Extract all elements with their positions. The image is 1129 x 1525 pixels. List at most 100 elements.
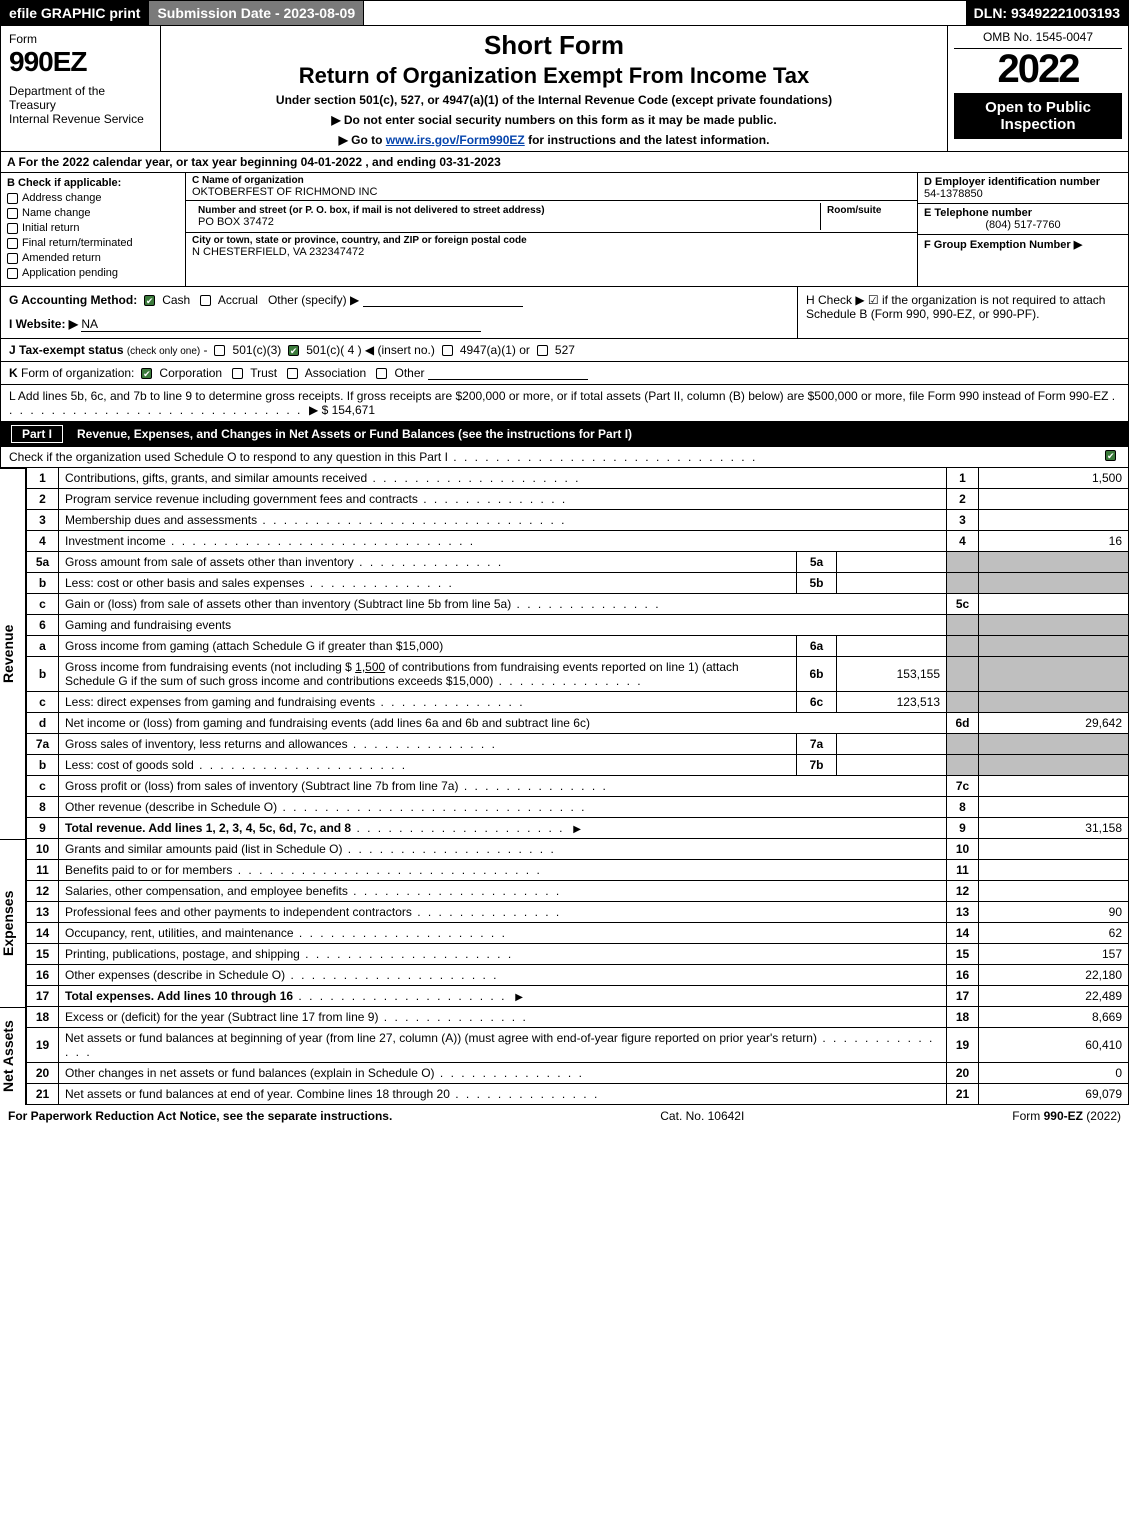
line-14: 14Occupancy, rent, utilities, and mainte… — [27, 923, 1129, 944]
chk-527[interactable] — [537, 345, 548, 356]
chk-association[interactable] — [287, 368, 298, 379]
h-text: H Check ▶ ☑ if the organization is not r… — [806, 293, 1105, 321]
line-17: 17Total expenses. Add lines 10 through 1… — [27, 986, 1129, 1007]
form-header: Form 990EZ Department of the Treasury In… — [0, 26, 1129, 152]
line-8: 8Other revenue (describe in Schedule O)8 — [27, 797, 1129, 818]
line-5b: bLess: cost or other basis and sales exp… — [27, 573, 1129, 594]
c-city-row: City or town, state or province, country… — [186, 233, 917, 260]
line-16: 16Other expenses (describe in Schedule O… — [27, 965, 1129, 986]
other-org-input[interactable] — [428, 368, 588, 380]
chk-final-return[interactable]: Final return/terminated — [7, 237, 179, 249]
line-10: 10Grants and similar amounts paid (list … — [27, 839, 1129, 860]
footer-right: Form 990-EZ (2022) — [1012, 1109, 1121, 1123]
checkbox-icon[interactable] — [7, 208, 18, 219]
checkbox-icon[interactable] — [7, 238, 18, 249]
section-c: C Name of organization OKTOBERFEST OF RI… — [186, 173, 918, 286]
other-specify-input[interactable] — [363, 295, 523, 307]
line-6a: aGross income from gaming (attach Schedu… — [27, 636, 1129, 657]
under-section: Under section 501(c), 527, or 4947(a)(1)… — [169, 93, 939, 107]
website-value: NA — [81, 317, 481, 332]
row-k: K Form of organization: Corporation Trus… — [0, 362, 1129, 385]
chk-initial-return[interactable]: Initial return — [7, 222, 179, 234]
dots-icon — [448, 450, 757, 464]
c-room-label: Room/suite — [827, 205, 905, 216]
checkbox-icon[interactable] — [7, 253, 18, 264]
line-6c: cLess: direct expenses from gaming and f… — [27, 692, 1129, 713]
expenses-section: Expenses 10Grants and similar amounts pa… — [0, 839, 1129, 1007]
g-line: G Accounting Method: Cash Accrual Other … — [9, 293, 789, 307]
header-right: OMB No. 1545-0047 2022 Open to Public In… — [948, 26, 1128, 151]
chk-corporation[interactable] — [141, 368, 152, 379]
row-l: L Add lines 5b, 6c, and 7b to line 9 to … — [0, 385, 1129, 422]
h-line: H Check ▶ ☑ if the organization is not r… — [798, 287, 1128, 338]
header-center: Short Form Return of Organization Exempt… — [161, 26, 948, 151]
chk-501c3[interactable] — [214, 345, 225, 356]
chk-501c[interactable] — [288, 345, 299, 356]
c-city-label: City or town, state or province, country… — [192, 235, 911, 246]
chk-name-change[interactable]: Name change — [7, 207, 179, 219]
revenue-table: 1Contributions, gifts, grants, and simil… — [26, 468, 1129, 839]
c-street-label: Number and street (or P. O. box, if mail… — [198, 205, 814, 216]
e-cell: E Telephone number (804) 517-7760 — [918, 204, 1128, 235]
chk-amended-return[interactable]: Amended return — [7, 252, 179, 264]
header-left: Form 990EZ Department of the Treasury In… — [1, 26, 161, 151]
line-7c: cGross profit or (loss) from sales of in… — [27, 776, 1129, 797]
return-title: Return of Organization Exempt From Incom… — [169, 63, 939, 89]
expenses-side-label: Expenses — [0, 839, 26, 1007]
chk-4947[interactable] — [442, 345, 453, 356]
form-number: 990EZ — [9, 46, 152, 78]
checkbox-icon[interactable] — [7, 268, 18, 279]
chk-other-org[interactable] — [376, 368, 387, 379]
c-name-label: C Name of organization — [192, 175, 911, 186]
line-1: 1Contributions, gifts, grants, and simil… — [27, 468, 1129, 489]
org-name: OKTOBERFEST OF RICHMOND INC — [192, 186, 911, 198]
part1-sub: Check if the organization used Schedule … — [0, 447, 1129, 468]
i-label: I Website: ▶ — [9, 317, 78, 331]
bc-grid: B Check if applicable: Address change Na… — [0, 173, 1129, 287]
e-label: E Telephone number — [924, 207, 1122, 219]
chk-accrual[interactable] — [200, 295, 211, 306]
d-label: D Employer identification number — [924, 176, 1122, 188]
part1-title: Revenue, Expenses, and Changes in Net As… — [77, 427, 632, 441]
l-value: ▶ $ 154,671 — [309, 403, 375, 417]
c-name-row: C Name of organization OKTOBERFEST OF RI… — [186, 173, 917, 201]
row-j: J Tax-exempt status (check only one) - 5… — [0, 339, 1129, 362]
checkbox-icon[interactable] — [7, 223, 18, 234]
chk-cash[interactable] — [144, 295, 155, 306]
line-3: 3Membership dues and assessments3 — [27, 510, 1129, 531]
part1-subtext: Check if the organization used Schedule … — [9, 450, 448, 464]
line-6: 6Gaming and fundraising events — [27, 615, 1129, 636]
chk-trust[interactable] — [232, 368, 243, 379]
do-not-enter: ▶ Do not enter social security numbers o… — [169, 113, 939, 127]
part1-label: Part I — [11, 425, 63, 443]
g-label: G Accounting Method: — [9, 293, 137, 307]
revenue-section: Revenue 1Contributions, gifts, grants, a… — [0, 468, 1129, 839]
netassets-section: Net Assets 18Excess or (deficit) for the… — [0, 1007, 1129, 1105]
short-form-title: Short Form — [169, 30, 939, 61]
line-6b: bGross income from fundraising events (n… — [27, 657, 1129, 692]
line-7a: 7aGross sales of inventory, less returns… — [27, 734, 1129, 755]
org-city: N CHESTERFIELD, VA 232347472 — [192, 246, 911, 258]
chk-schedule-o[interactable] — [1105, 450, 1116, 461]
checkbox-icon[interactable] — [7, 193, 18, 204]
chk-address-change[interactable]: Address change — [7, 192, 179, 204]
efile-label[interactable]: efile GRAPHIC print — [1, 1, 149, 25]
chk-application-pending[interactable]: Application pending — [7, 267, 179, 279]
line-20: 20Other changes in net assets or fund ba… — [27, 1063, 1129, 1084]
i-line: I Website: ▶ NA — [9, 317, 789, 332]
part1-header: Part I Revenue, Expenses, and Changes in… — [0, 422, 1129, 447]
f-cell: F Group Exemption Number ▶ — [918, 235, 1128, 254]
f-label: F Group Exemption Number ▶ — [924, 239, 1082, 251]
line-a: A For the 2022 calendar year, or tax yea… — [0, 152, 1129, 173]
netassets-side-label: Net Assets — [0, 1007, 26, 1105]
irs-link[interactable]: www.irs.gov/Form990EZ — [386, 133, 525, 147]
submission-date: Submission Date - 2023-08-09 — [149, 1, 364, 25]
netassets-table: 18Excess or (deficit) for the year (Subt… — [26, 1007, 1129, 1105]
c-street-row: Number and street (or P. O. box, if mail… — [186, 201, 917, 233]
row-gh: G Accounting Method: Cash Accrual Other … — [0, 287, 1129, 339]
line-4: 4Investment income416 — [27, 531, 1129, 552]
line-11: 11Benefits paid to or for members11 — [27, 860, 1129, 881]
department-label: Department of the Treasury Internal Reve… — [9, 84, 152, 126]
footer-left: For Paperwork Reduction Act Notice, see … — [8, 1109, 392, 1123]
phone-value: (804) 517-7760 — [924, 219, 1122, 231]
